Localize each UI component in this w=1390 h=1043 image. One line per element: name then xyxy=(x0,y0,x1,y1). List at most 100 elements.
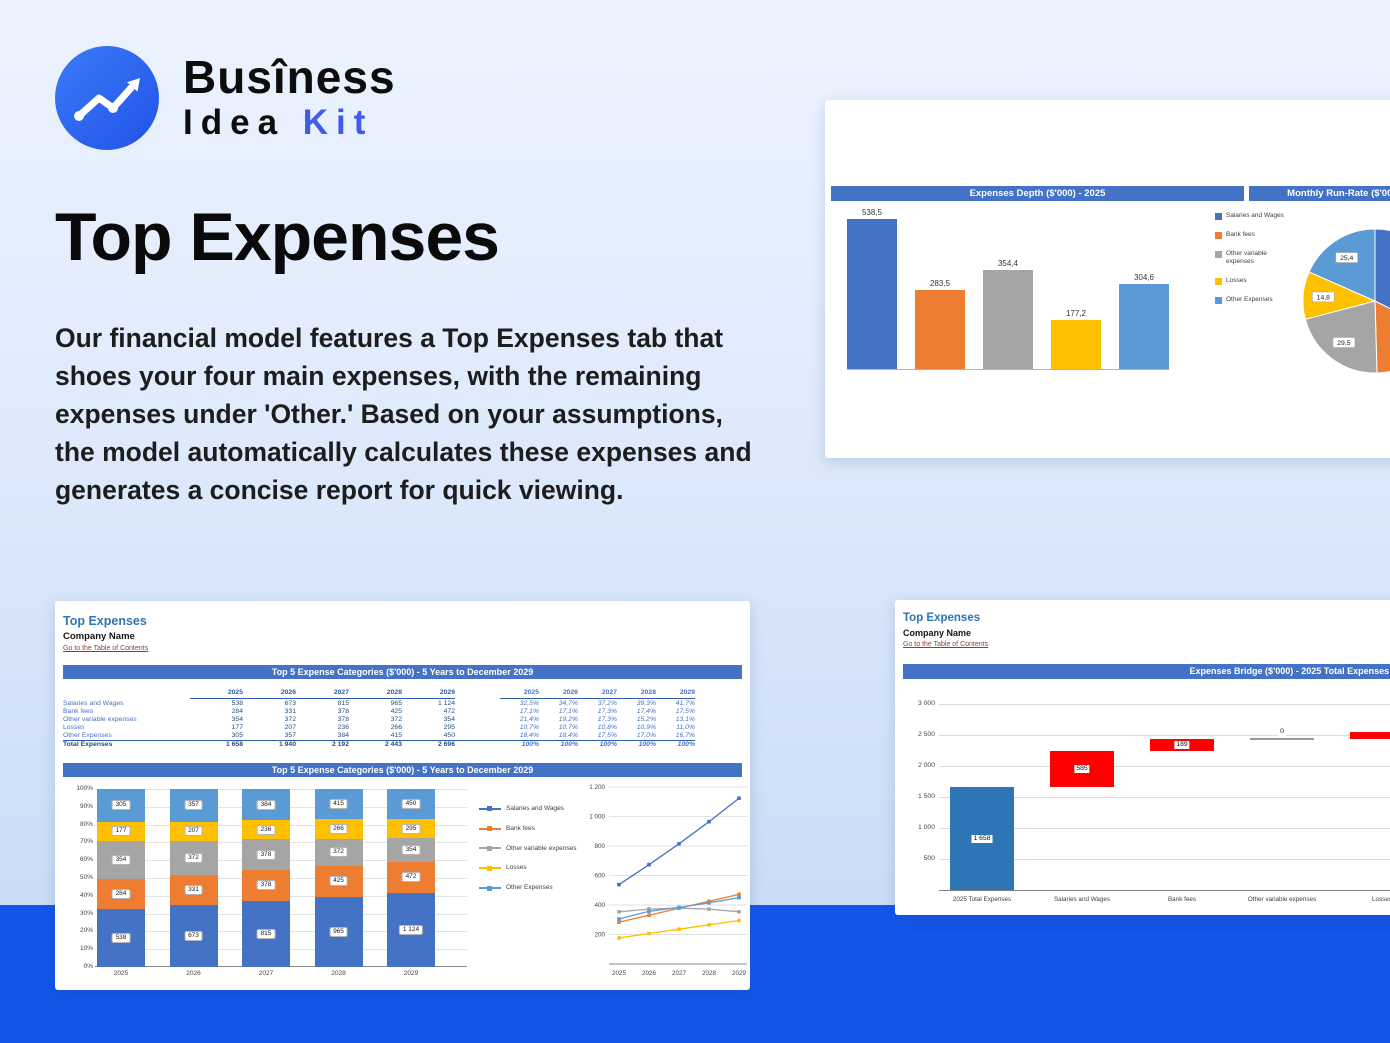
line-marker xyxy=(647,913,651,917)
value-cell: 673 xyxy=(284,700,296,707)
value-cell: 354 xyxy=(231,716,243,723)
pct-cell: 15,2% xyxy=(636,716,656,723)
pct-cell: 17,5% xyxy=(597,732,617,739)
line-marker xyxy=(707,923,711,927)
segment-value-label: 415 xyxy=(329,799,348,810)
gridline xyxy=(939,859,1390,860)
x-axis-label: 2027 xyxy=(672,970,687,977)
value-cell: 1 940 xyxy=(278,740,296,748)
legend-line xyxy=(479,826,501,832)
pct-cell: 10,8% xyxy=(597,724,617,731)
table-row: Other variable expenses 354 372 378 372 354 21… xyxy=(63,716,695,724)
legend-label: Bank fees xyxy=(1226,231,1255,238)
segment-value-label: 372 xyxy=(184,852,203,863)
line-marker xyxy=(707,819,711,824)
year-header: 2027 xyxy=(578,687,617,699)
bar xyxy=(1119,284,1169,369)
value-cell: 354 xyxy=(443,716,455,723)
runrate-pie-chart: 44,923,629,514,825,4 xyxy=(1302,228,1390,374)
pie-label-box xyxy=(1332,337,1356,348)
value-cell: 965 xyxy=(390,700,402,707)
line-marker xyxy=(617,917,621,921)
x-axis-label: 2026 xyxy=(186,970,201,977)
legend-swatch xyxy=(1215,277,1222,285)
x-axis-label: 2029 xyxy=(732,970,747,977)
bar-group: 354,4 xyxy=(983,259,1033,369)
x-axis-label: Salaries and Wages xyxy=(1053,896,1111,903)
value-cell: 1 124 xyxy=(437,700,455,707)
trend-line xyxy=(618,797,740,886)
gridline xyxy=(939,704,1390,705)
table-header: Top 5 Expense Categories ($'000) - 5 Yea… xyxy=(63,665,742,679)
table-row: Total Expenses 1 658 1 940 2 192 2 443 2 696 1… xyxy=(63,740,695,748)
pct-cell: 16,7% xyxy=(675,732,695,739)
y-axis-label: 30% xyxy=(79,909,93,917)
pct-cell: 10,7% xyxy=(558,724,578,731)
line-marker xyxy=(617,910,621,914)
x-axis-label: 2028 xyxy=(331,970,346,977)
bar-value-label: 189 xyxy=(1174,741,1190,750)
segment-value-label: 378 xyxy=(256,849,276,860)
pct-cell: 41,7% xyxy=(675,700,695,707)
legend-label: Other variable expenses xyxy=(506,844,577,852)
brand-text: Busîness Idea Kit xyxy=(183,53,396,143)
y-axis-label: 1 200 xyxy=(589,784,605,791)
expenses-depth-card: Expenses Depth ($'000) - 2025 Monthly Ru… xyxy=(825,100,1390,458)
bridge-sheet-card: Top Expenses Company Name Go to the Tabl… xyxy=(895,600,1390,915)
year-header: 2028 xyxy=(349,687,402,699)
bar-value-label: 304,6 xyxy=(1133,273,1155,282)
pct-cell: 100% xyxy=(560,740,578,748)
table-row: Losses 177 207 236 266 295 10,7% 10,7% 10,8% 10,9… xyxy=(63,724,695,732)
x-axis-label: 2028 xyxy=(702,970,717,977)
legend-label: Salaries and Wages xyxy=(506,805,564,812)
segment-value-label: 331 xyxy=(184,885,203,896)
table-of-contents-link[interactable]: Go to the Table of Contents xyxy=(903,641,989,648)
value-cell: 357 xyxy=(284,732,296,739)
bar-group: 177,2 xyxy=(1051,309,1101,369)
line-marker xyxy=(677,905,681,910)
segment-value-label: 177 xyxy=(111,826,131,837)
gridline xyxy=(939,735,1390,736)
value-cell: 266 xyxy=(390,724,402,731)
legend-swatch xyxy=(1215,213,1222,220)
hero-description: Our financial model features a Top Expen… xyxy=(55,323,752,505)
legend-label: Other Expenses xyxy=(506,884,553,892)
y-axis-label: 60% xyxy=(79,856,93,864)
line-marker xyxy=(707,907,711,911)
x-axis-label: 2025 Total Expenses xyxy=(952,896,1012,903)
page-title: Top Expenses xyxy=(55,199,500,275)
legend-item: Losses xyxy=(479,864,579,872)
waterfall-bar xyxy=(1350,731,1390,740)
table-of-contents-link[interactable]: Go to the Table of Contents xyxy=(63,645,149,652)
pct-cell: 100% xyxy=(599,740,617,748)
segment-value-label: 295 xyxy=(401,823,421,834)
pct-cell: 17,0% xyxy=(636,732,656,739)
row-label: Total Expenses xyxy=(63,740,113,748)
table-row: Other Expenses 305 357 384 415 450 18,4% 18,4% 1… xyxy=(63,732,695,740)
table-year-header-row: 2025 2026 2027 2028 2029 2025 2026 2027 2028 2029 xyxy=(63,687,695,699)
legend-swatch xyxy=(1215,232,1222,239)
legend-label: Bank fees xyxy=(506,824,535,832)
sheet-title: Top Expenses xyxy=(63,614,147,628)
pct-cell: 18,4% xyxy=(519,732,539,739)
y-axis-label: 400 xyxy=(594,902,605,909)
y-axis-label: 0% xyxy=(83,963,93,970)
line-marker xyxy=(647,862,651,867)
y-axis-label: 40% xyxy=(79,891,93,899)
depth-chart-header: Expenses Depth ($'000) - 2025 xyxy=(831,186,1244,201)
segment-value-label: 236 xyxy=(256,824,276,835)
legend-label: Losses xyxy=(506,864,527,872)
legend-item: Other Expenses xyxy=(479,884,579,892)
legend-label: Salaries and Wages xyxy=(1226,212,1284,219)
legend-item: Salaries and Wages xyxy=(479,805,579,813)
legend-swatch xyxy=(1215,251,1222,258)
line-marker xyxy=(617,920,621,924)
y-axis-label: 20% xyxy=(79,927,93,935)
pct-cell: 17,3% xyxy=(597,716,617,723)
legend-item: Bank fees xyxy=(479,825,579,833)
legend-label: Losses xyxy=(1226,276,1247,284)
value-cell: 295 xyxy=(443,724,455,731)
pct-cell: 19,2% xyxy=(558,716,578,723)
segment-value-label: 354 xyxy=(111,854,131,865)
segment-value-label: 357 xyxy=(184,800,203,811)
